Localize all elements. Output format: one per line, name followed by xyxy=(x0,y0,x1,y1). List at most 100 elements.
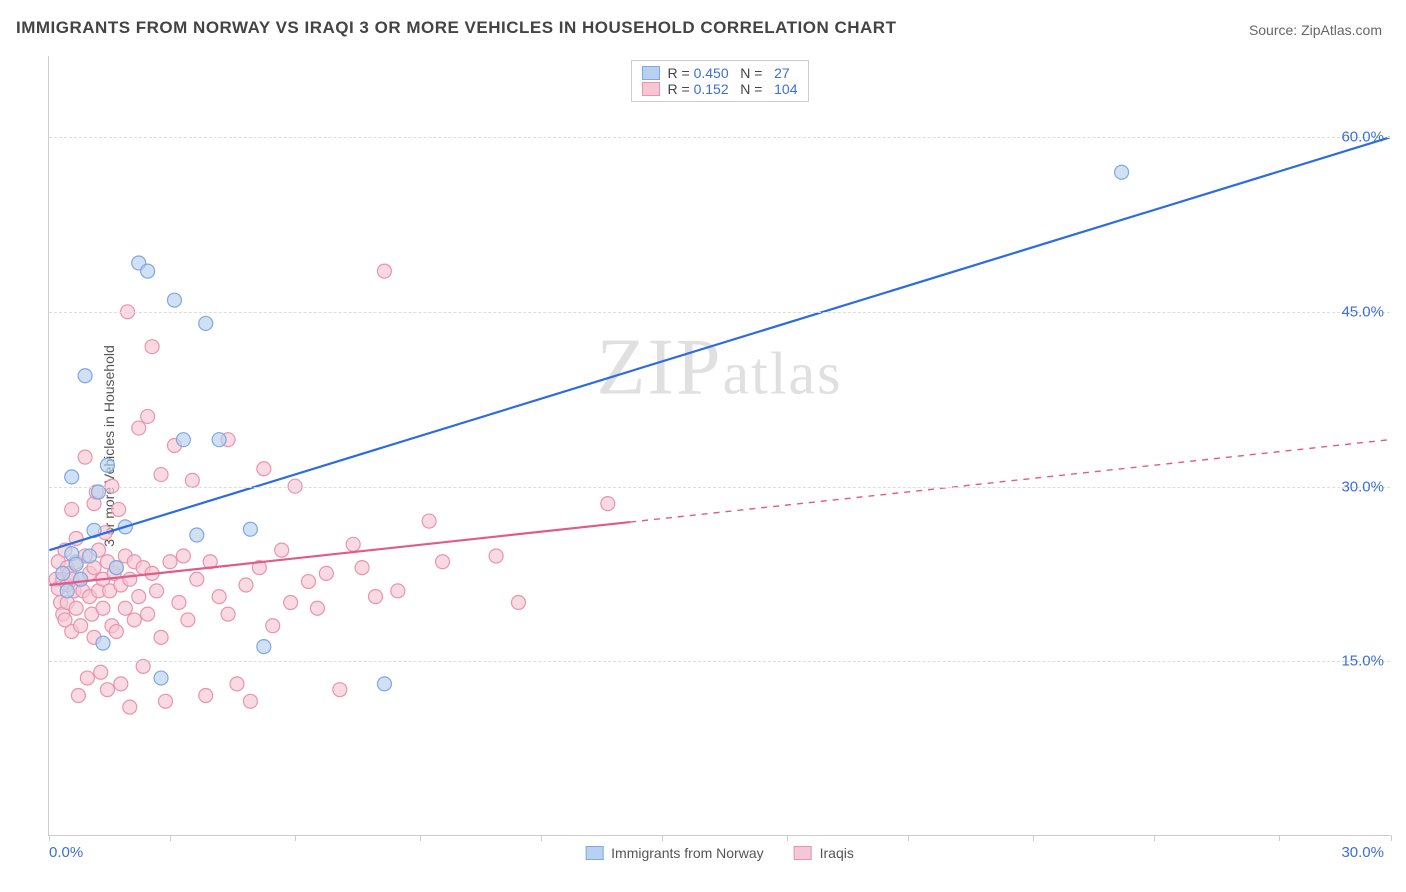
x-tick xyxy=(1391,835,1392,841)
scatter-point xyxy=(74,619,88,633)
scatter-point xyxy=(78,369,92,383)
scatter-point xyxy=(172,595,186,609)
x-tick xyxy=(1279,835,1280,841)
scatter-point xyxy=(212,590,226,604)
plot-svg xyxy=(49,56,1390,835)
x-axis-max-label: 30.0% xyxy=(1341,844,1384,861)
scatter-point xyxy=(127,613,141,627)
scatter-point xyxy=(71,688,85,702)
scatter-point xyxy=(141,264,155,278)
scatter-point xyxy=(176,549,190,563)
scatter-point xyxy=(257,640,271,654)
legend-series-name: Iraqis xyxy=(820,845,854,861)
scatter-point xyxy=(355,561,369,575)
scatter-point xyxy=(1115,165,1129,179)
scatter-point xyxy=(154,630,168,644)
scatter-point xyxy=(333,683,347,697)
scatter-point xyxy=(163,555,177,569)
scatter-point xyxy=(239,578,253,592)
scatter-point xyxy=(601,497,615,511)
scatter-point xyxy=(284,595,298,609)
legend-item: Immigrants from Norway xyxy=(585,845,763,861)
scatter-point xyxy=(65,470,79,484)
scatter-point xyxy=(377,677,391,691)
legend-swatch xyxy=(585,846,603,860)
legend-row: R = 0.450 N = 27 xyxy=(642,65,798,81)
scatter-point xyxy=(132,421,146,435)
scatter-point xyxy=(154,468,168,482)
x-tick xyxy=(908,835,909,841)
series-legend: Immigrants from Norway Iraqis xyxy=(585,845,854,861)
scatter-point xyxy=(114,677,128,691)
scatter-point xyxy=(167,293,181,307)
gridline xyxy=(49,312,1390,313)
scatter-point xyxy=(118,601,132,615)
scatter-point xyxy=(56,566,70,580)
scatter-point xyxy=(369,590,383,604)
scatter-point xyxy=(190,528,204,542)
scatter-point xyxy=(275,543,289,557)
regression-line-extrapolated xyxy=(630,440,1389,522)
source-attribution: Source: ZipAtlas.com xyxy=(1249,22,1382,38)
scatter-point xyxy=(145,340,159,354)
scatter-point xyxy=(391,584,405,598)
scatter-point xyxy=(80,671,94,685)
legend-stats: R = 0.152 N = 104 xyxy=(668,81,798,97)
scatter-point xyxy=(319,566,333,580)
scatter-point xyxy=(266,619,280,633)
legend-swatch xyxy=(642,82,660,96)
legend-item: Iraqis xyxy=(794,845,854,861)
scatter-point xyxy=(109,625,123,639)
scatter-point xyxy=(123,700,137,714)
gridline xyxy=(49,661,1390,662)
scatter-point xyxy=(74,572,88,586)
scatter-point xyxy=(96,636,110,650)
scatter-point xyxy=(181,613,195,627)
plot-area: ZIPatlas R = 0.450 N = 27R = 0.152 N = 1… xyxy=(48,56,1390,836)
x-tick xyxy=(1154,835,1155,841)
legend-row: R = 0.152 N = 104 xyxy=(642,81,798,97)
scatter-point xyxy=(100,683,114,697)
gridline xyxy=(49,137,1390,138)
gridline xyxy=(49,487,1390,488)
y-tick-label: 45.0% xyxy=(1341,304,1384,321)
x-tick xyxy=(1033,835,1034,841)
y-tick-label: 30.0% xyxy=(1341,478,1384,495)
scatter-point xyxy=(78,450,92,464)
scatter-point xyxy=(511,595,525,609)
correlation-legend: R = 0.450 N = 27R = 0.152 N = 104 xyxy=(631,60,809,102)
legend-swatch xyxy=(642,66,660,80)
scatter-point xyxy=(123,572,137,586)
x-tick xyxy=(295,835,296,841)
scatter-point xyxy=(96,601,110,615)
scatter-point xyxy=(212,433,226,447)
scatter-point xyxy=(154,671,168,685)
regression-line xyxy=(49,137,1389,550)
y-tick-label: 60.0% xyxy=(1341,129,1384,146)
y-tick-label: 15.0% xyxy=(1341,653,1384,670)
x-tick xyxy=(662,835,663,841)
scatter-point xyxy=(199,316,213,330)
scatter-point xyxy=(243,694,257,708)
scatter-point xyxy=(185,473,199,487)
scatter-point xyxy=(150,584,164,598)
x-tick xyxy=(170,835,171,841)
scatter-point xyxy=(489,549,503,563)
x-tick xyxy=(787,835,788,841)
x-tick xyxy=(420,835,421,841)
scatter-point xyxy=(243,522,257,536)
x-tick xyxy=(541,835,542,841)
scatter-point xyxy=(109,561,123,575)
scatter-point xyxy=(422,514,436,528)
scatter-point xyxy=(141,607,155,621)
scatter-point xyxy=(377,264,391,278)
scatter-point xyxy=(94,665,108,679)
scatter-point xyxy=(257,462,271,476)
legend-stats: R = 0.450 N = 27 xyxy=(668,65,790,81)
scatter-point xyxy=(230,677,244,691)
scatter-point xyxy=(176,433,190,447)
scatter-point xyxy=(141,409,155,423)
legend-series-name: Immigrants from Norway xyxy=(611,845,763,861)
scatter-point xyxy=(301,575,315,589)
x-tick xyxy=(49,835,50,841)
